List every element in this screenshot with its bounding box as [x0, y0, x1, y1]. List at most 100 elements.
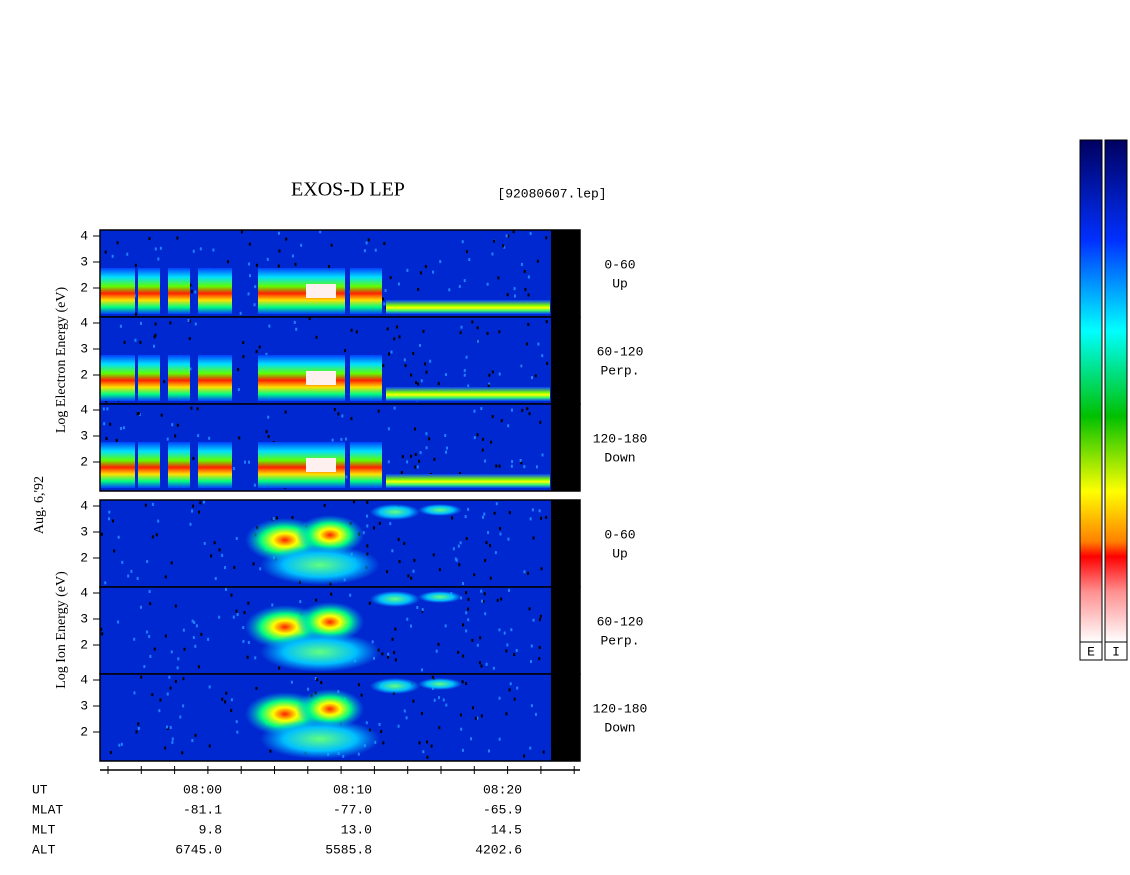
noise [248, 274, 251, 278]
pitch-range: 120-180 [593, 431, 648, 446]
noise [259, 567, 262, 571]
noise [397, 724, 400, 728]
noise [507, 537, 510, 541]
noise [118, 743, 121, 747]
noise [498, 628, 501, 632]
noise [538, 657, 541, 661]
noise [445, 703, 448, 707]
pitch-range: 60-120 [597, 344, 644, 359]
noise [192, 636, 195, 640]
flux-peak [306, 458, 336, 472]
noise [247, 641, 250, 645]
noise [314, 677, 317, 681]
noise [171, 423, 174, 427]
flux-band [350, 268, 382, 314]
noise [410, 624, 413, 628]
pitch-direction: Down [604, 720, 635, 735]
noise [382, 741, 385, 745]
noise [498, 372, 501, 376]
noise [350, 417, 353, 421]
noise [236, 613, 239, 617]
noise [438, 568, 441, 572]
noise [168, 675, 171, 679]
noise [102, 407, 105, 411]
panel-frame [99, 403, 581, 492]
noise [491, 414, 494, 418]
file-name: [92080607.lep] [497, 186, 606, 201]
noise [182, 628, 185, 632]
noise [171, 740, 174, 744]
noise [117, 535, 120, 539]
noise [414, 452, 417, 456]
noise [293, 320, 296, 324]
noise [505, 712, 508, 716]
flux-band [198, 268, 232, 314]
noise [521, 408, 524, 412]
noise [372, 526, 375, 530]
noise [403, 358, 406, 362]
noise [415, 381, 418, 385]
noise [299, 600, 302, 604]
noise [137, 412, 140, 416]
noise [476, 326, 479, 330]
noise [389, 276, 392, 280]
noise [433, 457, 436, 461]
flux-peak [306, 371, 336, 385]
noise [471, 638, 474, 642]
noise [265, 430, 268, 434]
noise [529, 517, 532, 521]
noise [433, 698, 436, 702]
noise [227, 260, 230, 264]
noise [534, 712, 537, 716]
noise [389, 522, 392, 526]
data-gap [551, 230, 580, 317]
pitch-direction: Down [604, 450, 635, 465]
noise [382, 297, 385, 301]
flux-band [198, 442, 232, 488]
flux-band [138, 355, 160, 401]
noise [100, 532, 103, 536]
noise [151, 502, 154, 506]
noise [425, 432, 428, 436]
noise [495, 502, 498, 506]
noise [459, 331, 462, 335]
noise [137, 726, 140, 730]
noise [140, 675, 143, 679]
noise [189, 283, 192, 287]
noise [482, 437, 485, 441]
noise [107, 517, 110, 521]
noise [513, 294, 516, 298]
noise [523, 270, 526, 274]
noise [344, 349, 347, 353]
y-tick-label: 3 [80, 254, 88, 269]
flux-band [386, 387, 550, 401]
data-gap [551, 404, 580, 491]
y-tick-label: 3 [80, 698, 88, 713]
noise [101, 632, 104, 636]
noise [493, 511, 496, 515]
noise [247, 601, 250, 605]
noise [421, 609, 424, 613]
noise [230, 698, 233, 702]
noise [294, 262, 297, 266]
noise [221, 553, 224, 557]
noise [530, 644, 533, 648]
noise [137, 722, 140, 726]
noise [455, 558, 458, 562]
noise [483, 592, 486, 596]
noise [337, 412, 340, 416]
noise [461, 748, 464, 752]
noise [119, 324, 122, 328]
flux-band [350, 355, 382, 401]
noise [483, 512, 486, 516]
noise [467, 618, 470, 622]
noise [187, 318, 190, 322]
noise [255, 350, 258, 354]
noise [396, 325, 399, 329]
noise [136, 576, 139, 580]
noise [418, 459, 421, 463]
noise [134, 312, 137, 316]
noise [230, 708, 233, 712]
noise [243, 611, 246, 615]
noise [386, 570, 389, 574]
